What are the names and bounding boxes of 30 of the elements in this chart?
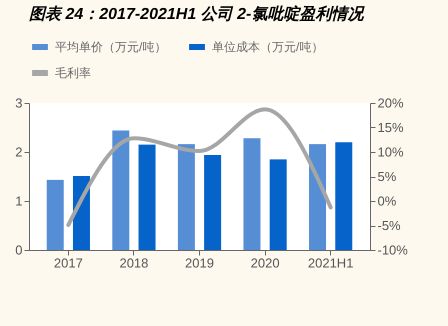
y-tick-label: 0: [15, 242, 22, 258]
y2-tick-label: 10%: [378, 144, 404, 160]
y-tick-label: 2: [15, 144, 22, 160]
bar: [178, 144, 195, 250]
x-tick-label: 2020: [250, 256, 280, 270]
x-tick-label: 2018: [119, 256, 148, 270]
y-tick-label: 1: [15, 194, 22, 208]
bar: [335, 142, 352, 250]
line-series: [66, 107, 333, 228]
x-tick-label: 2017: [54, 256, 83, 270]
chart-title: 图表 24：2017-2021H1 公司 2-氯吡啶盈利情况: [29, 4, 366, 23]
bar: [270, 159, 287, 250]
y2-tick-label: 20%: [378, 96, 404, 110]
legend-label: 单位成本（万元/吨）: [212, 40, 324, 54]
y2-tick-label: 0%: [378, 194, 397, 208]
bar: [204, 154, 222, 250]
y-tick-label: 3: [15, 96, 22, 110]
bar: [46, 180, 64, 250]
bar: [138, 144, 156, 250]
y2-tick-label: 15%: [378, 120, 404, 135]
legend-label: 平均单价（万元/吨）: [55, 40, 166, 54]
bar: [243, 138, 260, 250]
y2-tick-label: -5%: [378, 218, 402, 233]
x-tick-label: 2019: [185, 256, 214, 270]
bar: [112, 130, 130, 250]
x-tick-label: 2021H1: [308, 256, 354, 270]
y2-tick-label: 5%: [378, 169, 397, 184]
y2-tick-label: -10%: [378, 242, 408, 258]
bar: [309, 144, 326, 250]
legend-label: 毛利率: [55, 66, 91, 80]
